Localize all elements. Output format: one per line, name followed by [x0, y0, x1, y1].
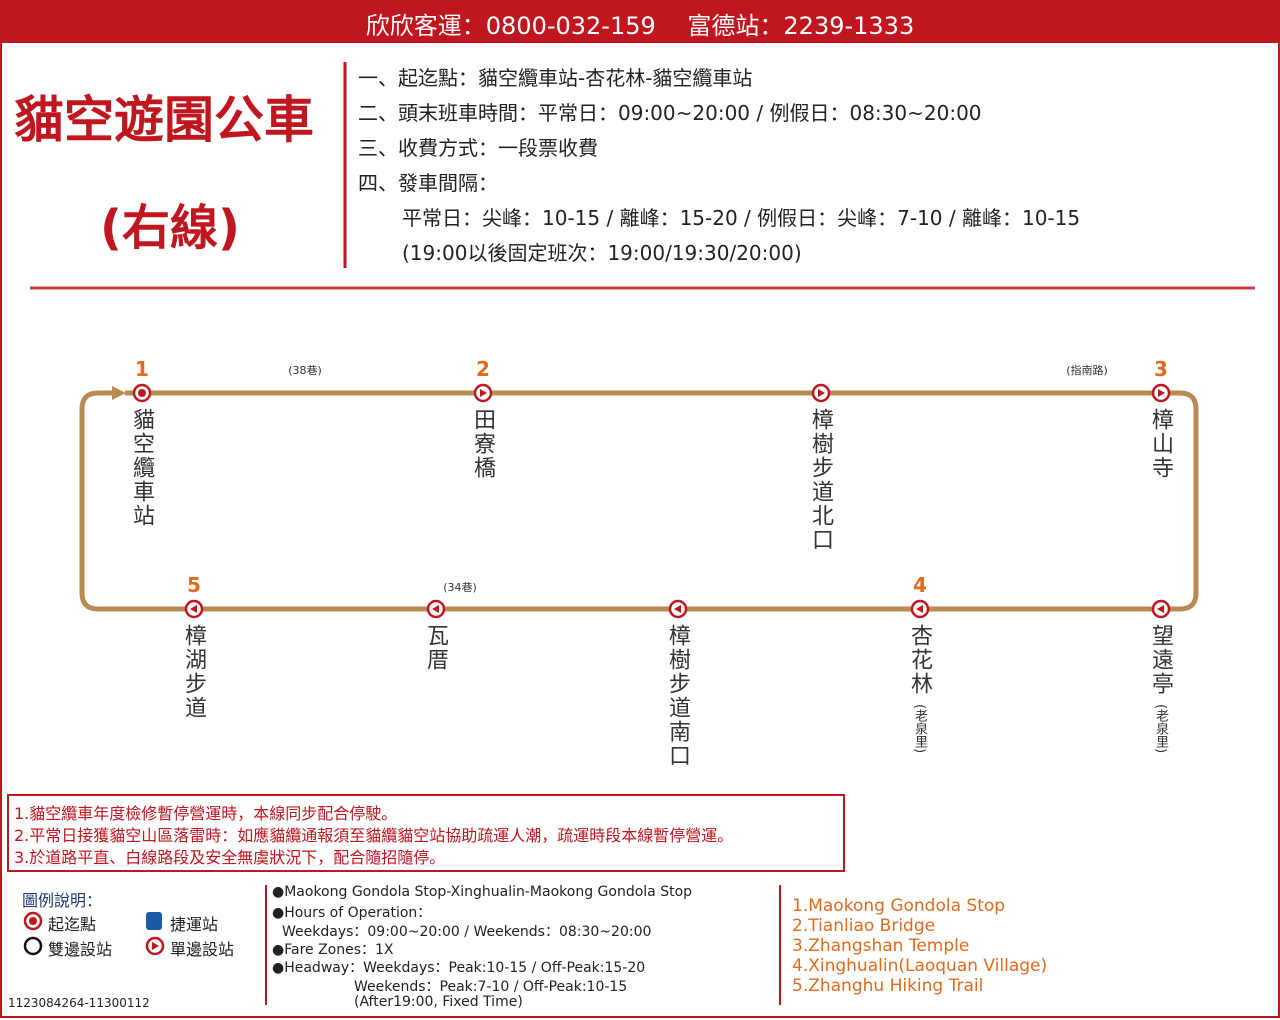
legend-title: 圖例說明： — [22, 891, 103, 910]
station-note: (老泉里) — [912, 704, 927, 754]
route-line — [79, 390, 1199, 612]
info-line: 二、頭末班車時間：平常日：09:00~20:00 / 例假日：08:30~20:… — [358, 101, 982, 125]
legend-icon — [146, 912, 162, 930]
stop-english: 2.Tianliao Bridge — [792, 916, 936, 936]
station-icon — [818, 389, 825, 397]
notice-box — [7, 794, 845, 872]
station-icon — [1157, 605, 1164, 613]
title: 貓空遊園公車 — [14, 91, 314, 149]
station-name: 樟樹步道南口 — [665, 624, 690, 768]
info-line: 平常日：尖峰：10-15 / 離峰：15-20 / 例假日：尖峰：7-10 / … — [402, 206, 1081, 230]
station-name: 貓空纜車站 — [129, 408, 154, 528]
road-label: (38巷) — [288, 364, 322, 377]
stop-english: 5.Zhanghu Hiking Trail — [792, 976, 984, 996]
stop-english: 3.Zhangshan Temple — [792, 936, 970, 956]
info-line: (19:00以後固定班次：19:00/19:30/20:00) — [402, 241, 802, 265]
english-line: ●Headway：Weekdays：Peak:10-15 / Off-Peak:… — [272, 960, 646, 977]
station-icon — [916, 605, 923, 613]
stop-english: 1.Maokong Gondola Stop — [792, 896, 1006, 916]
road-label: (34巷) — [443, 581, 477, 594]
station-name: 望遠亭 — [1148, 624, 1173, 696]
notice: 1.貓空纜車年度檢修暫停營運時，本線同步配合停駛。 — [14, 804, 398, 823]
station-icon — [432, 605, 439, 613]
legend-icon — [29, 917, 37, 925]
station-number: 5 — [187, 573, 201, 597]
station-icon — [480, 389, 487, 397]
station-icon — [138, 389, 146, 397]
station-name: 樟湖步道 — [181, 624, 206, 720]
info-line: 三、收費方式：一段票收費 — [358, 136, 598, 160]
station-icon — [190, 605, 197, 613]
road-label: (指南路) — [1066, 364, 1108, 377]
info-line: 四、發車間隔： — [358, 171, 498, 195]
english-line: ●Fare Zones：1X — [272, 941, 394, 958]
header-bar — [0, 0, 1280, 43]
station-note: (老泉里) — [1153, 704, 1168, 754]
code: 1123084264-11300112 — [8, 996, 150, 1010]
station-icon — [674, 605, 681, 613]
station-name: 瓦厝 — [423, 624, 448, 672]
legend-item: 單邊設站 — [170, 940, 235, 959]
english-line: ●Maokong Gondola Stop-Xinghualin-Maokong… — [272, 884, 693, 900]
notice: 2.平常日接獲貓空山區落雷時：如應貓纜通報須至貓纜貓空站協助疏運人潮，疏運時段本… — [14, 826, 734, 845]
legend-icon — [152, 942, 159, 950]
station-name: 樟山寺 — [1148, 408, 1173, 480]
stop-english: 4.Xinghualin(Laoquan Village) — [792, 956, 1048, 976]
legend-item: 雙邊設站 — [48, 940, 113, 959]
legend-item: 起迄點 — [48, 915, 97, 934]
english-line: ●Hours of Operation： — [272, 905, 432, 922]
english-line: (After19:00, Fixed Time) — [354, 993, 523, 1010]
info-line: 一、起迄點：貓空纜車站-杏花林-貓空纜車站 — [358, 66, 753, 90]
english-line: Weekends：Peak:7-10 / Off-Peak:10-15 — [354, 978, 628, 995]
station-number: 3 — [1154, 357, 1168, 381]
legend-item: 捷運站 — [170, 915, 219, 934]
route-arrow — [112, 386, 126, 400]
english-line: Weekdays：09:00~20:00 / Weekends：08:30~20… — [282, 923, 652, 940]
station-name: 田寮橋 — [470, 408, 495, 480]
legend-icon — [23, 936, 43, 956]
station-name: 杏花林 — [907, 624, 932, 696]
station-number: 4 — [913, 573, 927, 597]
notice: 3.於道路平直、白線路段及安全無虞狀況下，配合隨招隨停。 — [14, 848, 446, 867]
subtitle: (右線) — [100, 200, 240, 256]
station-name: 樟樹步道北口 — [808, 408, 833, 552]
station-number: 1 — [135, 357, 149, 381]
station-icon — [1158, 389, 1165, 397]
station-number: 2 — [476, 357, 490, 381]
header: 欣欣客運：0800-032-159 富德站：2239-1333 — [365, 12, 915, 40]
